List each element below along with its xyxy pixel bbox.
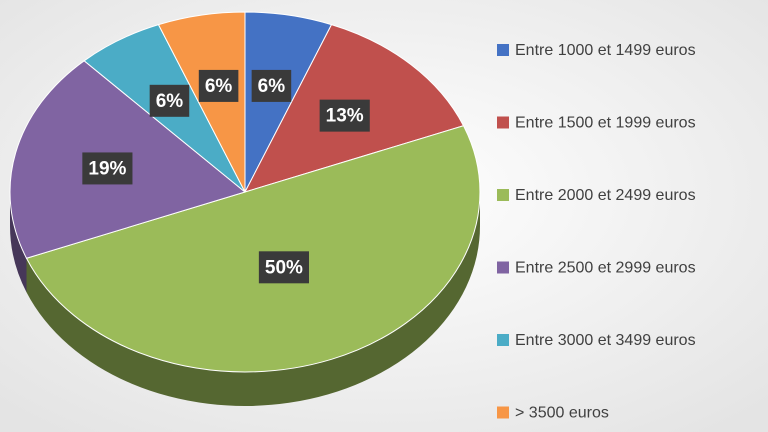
legend-label: Entre 2000 et 2499 euros — [515, 187, 696, 204]
data-label: 6% — [156, 91, 184, 112]
data-label: 6% — [258, 76, 286, 97]
legend-swatch — [497, 189, 509, 201]
data-label: 13% — [326, 106, 364, 127]
legend-label: > 3500 euros — [515, 405, 609, 422]
legend-label: Entre 3000 et 3499 euros — [515, 332, 696, 349]
legend-swatch — [497, 406, 509, 419]
data-label: 6% — [205, 76, 233, 97]
legend-label: Entre 1000 et 1499 euros — [515, 42, 696, 59]
data-label: 19% — [88, 158, 126, 179]
data-label-box — [251, 69, 292, 102]
legend-label: Entre 2500 et 2999 euros — [515, 260, 696, 277]
pie-slice — [157, 11, 246, 193]
legend-swatch — [497, 44, 509, 56]
legend-label: Entre 1500 et 1999 euros — [515, 115, 696, 132]
data-label: 50% — [265, 257, 303, 278]
legend-swatch — [497, 334, 509, 346]
data-label-box — [198, 69, 239, 102]
pie-side — [10, 192, 27, 293]
data-label-box — [319, 99, 370, 132]
data-label-box — [82, 152, 133, 185]
legend-swatch — [497, 116, 509, 129]
data-label-box — [258, 251, 309, 284]
pie-side — [26, 192, 480, 407]
legend-swatch — [497, 261, 509, 274]
data-label-box — [149, 84, 190, 117]
pie-slice — [25, 125, 481, 373]
